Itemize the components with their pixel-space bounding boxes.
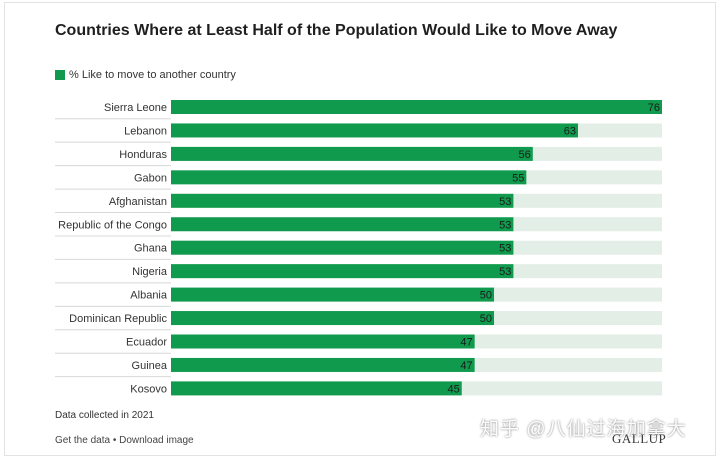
- data-label-kosovo: 45: [447, 383, 459, 395]
- category-label-guinea: Guinea: [132, 360, 168, 372]
- legend-label: % Like to move to another country: [69, 69, 236, 81]
- bar-dominican-republic: [171, 311, 495, 326]
- legend: % Like to move to another country: [55, 68, 236, 82]
- data-label-ecuador: 47: [460, 337, 472, 349]
- category-label-dominican-republic: Dominican Republic: [69, 313, 167, 325]
- gallup-logo: GALLUP: [612, 431, 667, 446]
- bar-albania: [171, 287, 495, 302]
- data-label-afghanistan: 53: [499, 196, 511, 208]
- data-label-ghana: 53: [499, 243, 511, 255]
- category-label-albania: Albania: [130, 290, 168, 302]
- legend-swatch: [55, 70, 65, 80]
- category-label-lebanon: Lebanon: [124, 125, 167, 137]
- bar-ecuador: [171, 334, 475, 349]
- data-label-dominican-republic: 50: [480, 313, 492, 325]
- category-label-afghanistan: Afghanistan: [109, 196, 167, 208]
- download-image-link[interactable]: Download image: [119, 435, 194, 446]
- chart-title: Countries Where at Least Half of the Pop…: [55, 22, 618, 39]
- footer-separator: •: [110, 435, 120, 446]
- data-label-guinea: 47: [460, 360, 472, 372]
- footnote: Data collected in 2021: [55, 410, 154, 421]
- category-label-gabon: Gabon: [134, 172, 167, 184]
- watermark: 知乎 @八仙过海加拿大: [480, 419, 687, 440]
- data-label-gabon: 55: [512, 172, 524, 184]
- category-label-ecuador: Ecuador: [126, 337, 167, 349]
- category-label-kosovo: Kosovo: [130, 383, 167, 395]
- bar-honduras: [171, 146, 533, 161]
- bar-kosovo: [171, 381, 462, 396]
- bar-lebanon: [171, 123, 579, 138]
- category-label-nigeria: Nigeria: [132, 266, 168, 278]
- data-label-lebanon: 63: [564, 125, 576, 137]
- get-data-link[interactable]: Get the data: [55, 435, 111, 446]
- data-label-albania: 50: [480, 290, 492, 302]
- bar-republic-of-the-congo: [171, 217, 514, 232]
- category-label-sierra-leone: Sierra Leone: [104, 102, 167, 114]
- category-label-republic-of-the-congo: Republic of the Congo: [58, 219, 167, 231]
- category-label-ghana: Ghana: [134, 243, 168, 255]
- bar-sierra-leone: [171, 100, 662, 114]
- bar-ghana: [171, 240, 514, 255]
- data-label-sierra-leone: 76: [648, 102, 660, 114]
- data-label-honduras: 56: [519, 149, 531, 161]
- bar-nigeria: [171, 264, 514, 279]
- data-label-republic-of-the-congo: 53: [499, 219, 511, 231]
- data-label-nigeria: 53: [499, 266, 511, 278]
- bar-afghanistan: [171, 193, 514, 208]
- category-label-honduras: Honduras: [119, 149, 167, 161]
- bar-gabon: [171, 170, 527, 185]
- bar-guinea: [171, 357, 475, 372]
- footer-links: Get the data • Download image: [55, 435, 194, 446]
